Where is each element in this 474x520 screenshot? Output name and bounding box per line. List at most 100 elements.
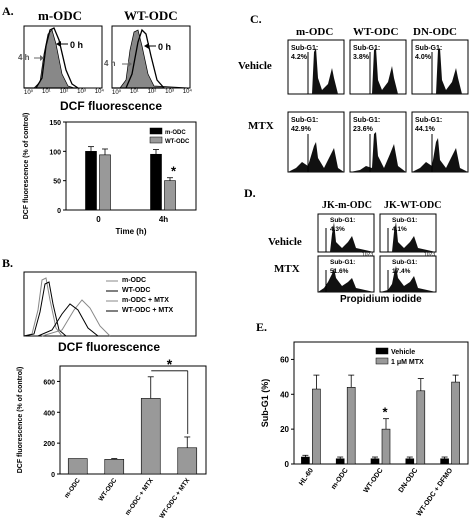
subg1-label: Sub-G1: xyxy=(392,259,418,266)
bar xyxy=(164,180,176,211)
panel-b-histogram xyxy=(23,271,197,337)
subg1-value: 51.6% xyxy=(330,268,349,275)
panel-a-bar-chart: 0 50 100 150 DCF fluorescence (% of control)… xyxy=(23,113,197,236)
histogram-wt-odc xyxy=(111,25,191,89)
panel-b-label: B. xyxy=(2,256,14,270)
bar xyxy=(177,447,198,475)
panel-c-row-mtx: MTX xyxy=(248,120,274,132)
subg1-label: Sub-G1: xyxy=(291,45,319,52)
x-tick-label: WT-ODC xyxy=(98,477,119,503)
subg1-label: Sub-G1: xyxy=(415,117,443,124)
significance-star: * xyxy=(171,164,177,179)
subg1-value: 42.9% xyxy=(291,126,311,133)
bar xyxy=(104,459,125,475)
legend-label: 1 μM MTX xyxy=(391,359,424,366)
panel-d-row-mtx: MTX xyxy=(274,263,300,275)
subg1-value: 23.6% xyxy=(353,126,373,133)
subg1-value: 44.1% xyxy=(415,126,435,133)
x-tick-label: WT-ODC xyxy=(363,467,385,494)
y-tick-label: 150 xyxy=(49,120,61,127)
panel-a-label: A. xyxy=(2,4,14,18)
c-mtx-3-sub: Sub-G1: 44.1% xyxy=(415,116,442,134)
y-tick-label: 20 xyxy=(280,425,289,434)
xtick: 10¹ xyxy=(130,89,139,95)
plot-frame xyxy=(59,365,207,475)
panel-b-bar-chart: 0 200 400 600 DCF fluorescence (% of control… xyxy=(17,356,207,518)
panel-d-col-1: JK-m-ODC xyxy=(322,200,372,211)
bar xyxy=(405,458,415,465)
x-tick-label: m-ODC + MTX xyxy=(124,477,155,517)
histogram-d-mtx-m xyxy=(317,255,375,293)
d-axis-end-2: 1023 xyxy=(424,252,436,258)
subg1-value: 3.8% xyxy=(353,54,369,61)
legend-b-item-1: m-ODC xyxy=(122,277,147,284)
legend-swatch xyxy=(149,136,163,144)
hist-a1-title: m-ODC xyxy=(38,8,83,23)
bar xyxy=(346,387,356,465)
bar xyxy=(440,458,449,465)
legend-swatch xyxy=(375,357,389,365)
x-tick-label: HL-60 xyxy=(298,467,315,487)
d-mtx-2-sub: Sub-G1: 17.4% xyxy=(392,258,417,276)
panel-c-row-vehicle: Vehicle xyxy=(238,60,272,72)
subg1-label: Sub-G1: xyxy=(415,45,443,52)
subg1-label: Sub-G1: xyxy=(330,217,356,224)
legend-b-item-4: WT-ODC + MTX xyxy=(122,307,174,314)
hist-a1-4h-label: 4 h xyxy=(18,53,30,62)
xtick: 10² xyxy=(147,89,157,95)
subg1-label: Sub-G1: xyxy=(291,117,319,124)
d-veh-1-sub: Sub-G1: 4.3% xyxy=(330,216,355,234)
y-axis-label: Sub-G1 (%) xyxy=(260,379,270,428)
histogram-d-mtx-wt xyxy=(379,255,437,293)
bar xyxy=(416,390,426,465)
bar xyxy=(451,381,460,465)
subg1-value: 4.0% xyxy=(415,54,431,61)
histogram-m-odc xyxy=(23,25,103,89)
subg1-label: Sub-G1: xyxy=(392,217,418,224)
c-veh-2-sub: Sub-G1: 3.8% xyxy=(353,44,380,62)
y-axis-label: DCF fluorescence (% of control) xyxy=(17,367,24,474)
bar xyxy=(381,428,391,465)
panel-b-xlabel: DCF fluorescence xyxy=(58,340,161,354)
y-tick-label: 0 xyxy=(51,472,55,479)
bar xyxy=(312,388,321,465)
histogram-c-mtx-m-odc xyxy=(287,111,345,173)
subg1-value: 4.2% xyxy=(291,54,307,61)
bar xyxy=(99,154,111,211)
subg1-value: 4.1% xyxy=(392,226,407,233)
panel-c-col-3: DN-ODC xyxy=(413,26,457,38)
x-tick-label: m-ODC xyxy=(330,467,350,491)
y-tick-label: 400 xyxy=(43,410,55,417)
histogram-d-vehicle-wt xyxy=(379,213,437,253)
y-tick-label: 200 xyxy=(43,441,55,448)
panel-d-col-2: JK-WT-ODC xyxy=(384,200,442,211)
legend-label: m-ODC xyxy=(165,130,186,136)
subg1-label: Sub-G1: xyxy=(353,117,381,124)
x-tick-label: 0 xyxy=(96,215,101,224)
x-tick-label: DN-ODC xyxy=(398,467,420,494)
histogram-c-vehicle-m-odc xyxy=(287,39,345,95)
d-axis-end-1: 1023 xyxy=(362,252,374,258)
c-mtx-1-sub: Sub-G1: 42.9% xyxy=(291,116,318,134)
plot-frame xyxy=(65,121,197,211)
bar xyxy=(67,458,88,475)
panel-d-histograms xyxy=(317,213,437,293)
hist-a1-xticks: 10⁰ 10¹ 10² 10³ 10⁴ xyxy=(24,89,104,96)
bar xyxy=(370,458,380,465)
xtick: 10⁴ xyxy=(94,89,104,95)
histogram-c-mtx-dn-odc xyxy=(411,111,469,173)
x-tick-label: 4h xyxy=(159,215,168,224)
y-tick-label: 600 xyxy=(43,379,55,386)
legend-swatch xyxy=(375,347,389,355)
hist-a2-xticks: 10⁰ 10¹ 10² 10³ 10⁴ xyxy=(112,89,192,96)
y-axis-label: DCF fluorescence (% of control) xyxy=(23,113,30,220)
bar xyxy=(335,458,345,465)
panel-c-histograms xyxy=(287,39,469,173)
xtick: 10³ xyxy=(165,89,174,95)
x-axis-label: Time (h) xyxy=(116,227,147,236)
histogram-c-vehicle-wt-odc xyxy=(349,39,407,95)
xtick: 10² xyxy=(59,89,69,95)
y-tick-label: 40 xyxy=(280,390,289,399)
xtick: 10⁰ xyxy=(24,90,34,96)
significance-star: * xyxy=(382,405,388,420)
